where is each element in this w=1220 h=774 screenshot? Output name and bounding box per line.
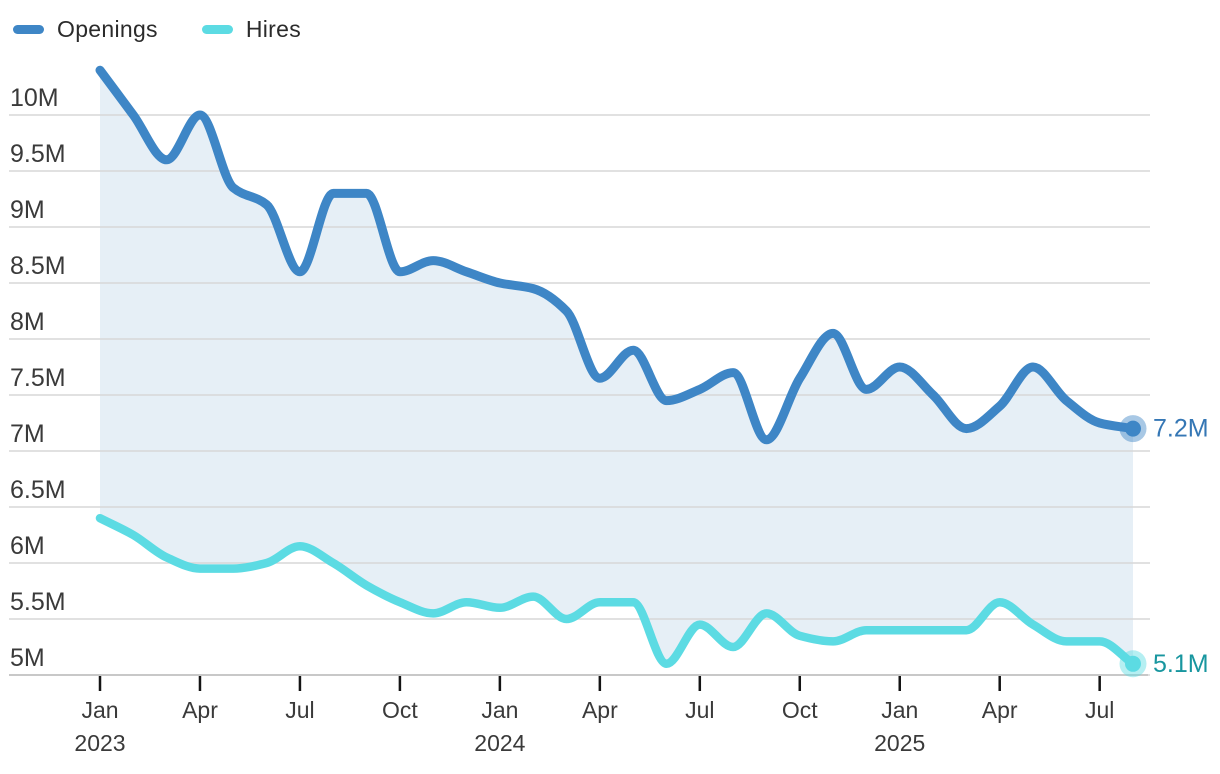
y-axis-label: 5M <box>10 644 45 672</box>
x-year-label: 2025 <box>874 730 925 756</box>
openings-legend-label: Openings <box>57 16 158 42</box>
hires-end-dot <box>1125 655 1141 672</box>
hires-legend-label: Hires <box>245 16 302 42</box>
y-axis-label: 8M <box>10 308 45 336</box>
hires-end-label: 5.1M <box>1153 650 1209 678</box>
y-axis-label: 6M <box>10 532 45 560</box>
y-axis-label: 8.5M <box>10 252 66 280</box>
y-axis-label: 5.5M <box>10 588 66 616</box>
x-tick-label: Apr <box>982 697 1018 723</box>
y-axis-label: 6.5M <box>10 476 66 504</box>
x-year-label: 2023 <box>74 730 125 756</box>
y-axis-label: 9M <box>10 196 45 224</box>
openings-legend-swatch-icon <box>13 25 44 34</box>
y-axis-label: 7.5M <box>10 364 66 392</box>
x-tick-label: Jan <box>81 697 118 723</box>
legend-item-openings: Openings <box>13 16 158 43</box>
x-tick-label: Apr <box>582 697 618 723</box>
openings-line <box>95 65 1138 445</box>
x-tick-label: Jul <box>285 697 314 723</box>
x-tick-label: Apr <box>182 697 218 723</box>
x-year-label: 2024 <box>474 730 525 756</box>
x-tick-label: Jul <box>685 697 714 723</box>
y-axis-label: 10M <box>10 84 59 112</box>
legend-item-hires: Hires <box>201 16 302 43</box>
openings-end-label: 7.2M <box>1153 415 1209 443</box>
legend: Openings Hires <box>13 16 345 43</box>
x-tick-label: Jul <box>1085 697 1114 723</box>
hires-legend-swatch-icon <box>201 25 233 34</box>
x-tick-label: Jan <box>481 697 518 723</box>
y-axis-label: 9.5M <box>10 140 66 168</box>
openings-end-dot <box>1125 420 1141 437</box>
y-axis-label: 7M <box>10 420 45 448</box>
x-tick-label: Jan <box>881 697 918 723</box>
hires-line <box>95 513 1138 669</box>
x-tick-label: Oct <box>382 697 418 723</box>
x-tick-label: Oct <box>782 697 818 723</box>
